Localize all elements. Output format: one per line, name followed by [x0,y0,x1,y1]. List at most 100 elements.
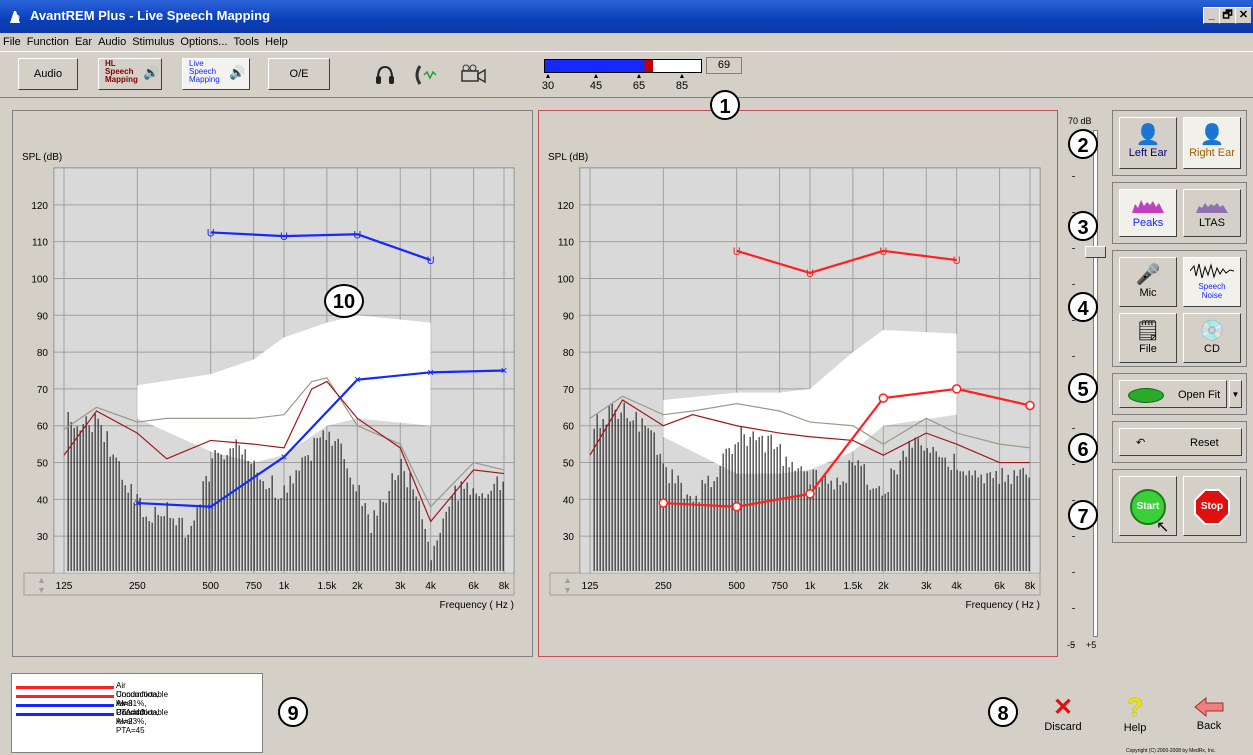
mic-button[interactable]: 🎤 Mic [1119,257,1177,307]
hl-speech-mapping-button[interactable]: HL Speech Mapping 🔊 [98,58,162,90]
reset-label: Reset [1190,437,1219,449]
y-tick-label: 70 [563,385,575,396]
y-tick-label: 120 [557,201,574,212]
open-fit-dropdown-button[interactable]: ▼ [1229,380,1242,408]
legend-swatch [16,686,114,689]
measured-response-curve [589,399,1030,464]
cd-button[interactable]: 💿 CD [1183,313,1241,363]
discard-button[interactable]: ✕ Discard [1038,695,1088,740]
open-fit-group: Open Fit ▼ [1112,373,1247,415]
noise-label: Noise [1201,291,1223,300]
restore-button[interactable]: 🗗 [1219,7,1236,24]
data-point [1025,400,1035,411]
oe-button[interactable]: O/E [268,58,330,90]
right-ear-button[interactable]: 👤 Right Ear [1183,117,1241,169]
live-label: Live [189,59,204,68]
x-tick-label: 125 [56,581,73,592]
peaks-button[interactable]: Peaks [1119,189,1177,237]
series-line [663,387,1031,508]
headphones-icon[interactable] [374,64,396,86]
display-mode-group: Peaks LTAS [1112,182,1247,244]
slider-tick [1072,176,1075,177]
menu-bar: File Function Ear Audio Stimulus Options... To… [0,33,1253,51]
series-line [210,231,432,262]
peaks-label: Peaks [1132,217,1164,229]
toolbar: Audio HL Speech Mapping 🔊 Live Speech Ma… [0,51,1253,98]
hl-label: HL [105,59,116,68]
x-tick-label: 250 [655,581,672,592]
cd-icon: 💿 [1199,320,1225,342]
slider-thumb[interactable] [1085,246,1106,258]
right-ear-label: Right Ear [1189,147,1235,159]
x-tick-label: 1k [805,581,817,592]
callout-2: 2 [1068,129,1098,159]
video-camera-icon[interactable] [458,64,488,86]
menu-stimulus[interactable]: Stimulus [132,36,175,48]
minimize-button[interactable]: _ [1203,7,1220,24]
back-arrow-icon [1194,696,1224,718]
menu-function[interactable]: Function [26,36,69,48]
menu-tools[interactable]: Tools [233,36,260,48]
stop-button[interactable]: Stop [1183,476,1241,536]
speech-noise-button[interactable]: Speech Noise [1183,257,1241,307]
live-speech-mapping-button[interactable]: Live Speech Mapping 🔊 [182,58,250,90]
data-point: U [733,246,741,258]
probe-mic-icon[interactable] [412,62,440,88]
file-button[interactable]: 🗒 File [1119,313,1177,363]
callout-6: 6 [1068,433,1098,463]
x-tick-label: 250 [129,581,146,592]
right-ear-head-icon: 👤 [1199,124,1225,146]
x-tick-label: 3k [921,581,933,592]
left-ear-button[interactable]: 👤 Left Ear [1119,117,1177,169]
speech-target-region [663,330,957,474]
close-button[interactable]: ✕ [1235,7,1252,24]
hl-mapping-label: Mapping [105,75,138,84]
y-tick-label: 50 [37,459,49,470]
callout-7: 7 [1068,500,1098,530]
data-point [878,393,889,403]
back-label: Back [1196,720,1222,732]
data-point: U [953,255,961,267]
reset-button[interactable]: ↶ Reset [1119,428,1242,456]
open-fit-button[interactable]: Open Fit [1119,380,1227,408]
copyright: Copyright (C) 2000-2008 by MedRx, Inc. [1126,748,1216,754]
menu-help[interactable]: Help [265,36,288,48]
legend-swatch [16,704,114,707]
start-button[interactable]: Start ↖ [1119,476,1177,536]
x-tick-label: 4k [425,581,437,592]
x-tick-label: 2k [352,581,364,592]
x-tick-label: 500 [728,581,745,592]
ltas-button[interactable]: LTAS [1183,189,1241,237]
data-point [951,384,962,394]
menu-ear[interactable]: Ear [74,36,93,48]
level-bar-fill [545,60,653,72]
x-axis-strip [23,572,515,596]
back-button[interactable]: Back [1186,696,1232,740]
slider-tick [1072,608,1075,609]
meter-tick-label: ▲ 85 [675,73,689,92]
ltas-label: LTAS [1199,217,1225,229]
app-logo-icon [10,11,20,23]
menu-audio[interactable]: Audio [98,36,127,48]
data-point [658,498,669,508]
x-tick-label: 4k [951,581,963,592]
y-tick-label: 80 [563,348,575,359]
callout-8: 8 [988,697,1018,727]
audio-button[interactable]: Audio [18,58,78,90]
hl-speech-label: Speech [105,67,134,76]
stop-label: Stop [1200,501,1224,512]
x-tick-label: 8k [499,581,511,592]
y-tick-label: 70 [37,385,49,396]
level-bar [544,59,702,73]
slider-tick [1072,212,1075,213]
window-title: AvantREM Plus - Live Speech Mapping [30,8,271,23]
help-button[interactable]: ? Help [1115,692,1155,740]
mic-label: Mic [1139,287,1157,299]
legend-panel: Air Conduction, AI=31%, PTA=40 Uncomforta… [11,673,263,753]
menu-options[interactable]: Options... [180,36,228,48]
menu-file[interactable]: File [3,36,21,48]
y-tick-label: 110 [32,238,48,249]
x-tick-label: 1.5k [843,581,863,592]
x-tick-label: 1.5k [317,581,337,592]
left-ear-label: Left Ear [1128,147,1168,159]
